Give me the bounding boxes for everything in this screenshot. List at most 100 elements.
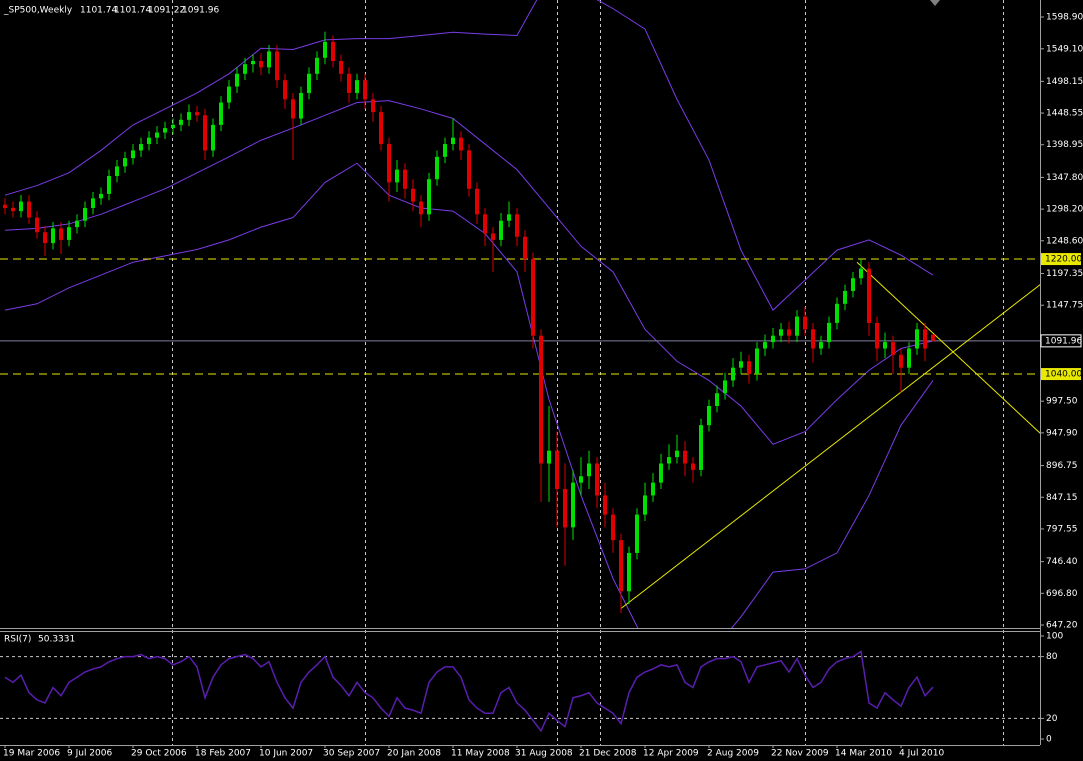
candle-body [11, 207, 15, 212]
candle-body [395, 169, 399, 183]
y-tick-label: 1398.95 [1046, 140, 1083, 150]
candle-body [483, 214, 487, 234]
candle-body [139, 144, 143, 151]
candle-body [163, 128, 167, 133]
candle-body [323, 41, 327, 58]
candle-body [83, 207, 87, 221]
candle-body [603, 495, 607, 515]
candle-body [699, 425, 703, 470]
candle-body [635, 514, 639, 553]
x-tick-label: 30 Sep 2007 [323, 749, 380, 759]
x-tick-label: 10 Jun 2007 [259, 749, 313, 759]
candle-body [587, 463, 591, 477]
x-tick-label: 19 Mar 2006 [3, 749, 60, 759]
candle-body [107, 176, 111, 194]
candle-body [739, 361, 743, 368]
y-tick-label: 1549.10 [1046, 44, 1083, 54]
candle-body [387, 144, 391, 183]
candle-body [275, 51, 279, 81]
candle-body [523, 236, 527, 260]
candle-body [427, 179, 431, 215]
candle-body [363, 80, 367, 100]
candle-body [915, 329, 919, 349]
candle-body [515, 214, 519, 237]
candle-body [771, 335, 775, 343]
candle-body [131, 150, 135, 159]
rsi-label: RSI(7) [4, 635, 31, 645]
rsi-pane [0, 650, 1040, 733]
header-value: 1091.96 [182, 6, 219, 16]
candle-body [595, 463, 599, 496]
rsi-tick-label: 0 [1046, 735, 1052, 745]
candle-body [843, 291, 847, 304]
candle-body [667, 457, 671, 464]
header-value: 1101.74 [80, 6, 117, 16]
candle-body [179, 119, 183, 125]
candle-body [923, 329, 927, 349]
x-tick-label: 14 Mar 2010 [835, 749, 892, 759]
candle-body [715, 393, 719, 406]
candle-body [435, 156, 439, 180]
rsi-last: 50.3331 [38, 635, 75, 645]
candle-body [235, 73, 239, 87]
x-tick-label: 2 Aug 2009 [707, 749, 759, 759]
x-tick-label: 12 Apr 2009 [643, 749, 699, 759]
candle-body [811, 329, 815, 349]
y-tick-label: 1197.35 [1046, 269, 1083, 279]
candle-body [659, 463, 663, 483]
y-tick-label: 947.90 [1046, 428, 1078, 438]
y-tick-label: 696.80 [1046, 589, 1078, 599]
level-label: 1040.00 [1045, 370, 1082, 380]
candle-body [627, 552, 631, 592]
x-tick-label: 11 May 2008 [451, 749, 510, 759]
candle-body [459, 137, 463, 151]
candle-body [931, 334, 935, 341]
candle-body [643, 495, 647, 515]
candle-body [539, 335, 543, 464]
candle-body [827, 322, 831, 343]
y-tick-label: 847.15 [1046, 493, 1078, 503]
candle-body [3, 204, 7, 208]
x-tick-label: 20 Jan 2008 [387, 749, 441, 759]
candle-body [571, 482, 575, 528]
candle-body [755, 348, 759, 375]
candle-body [299, 92, 303, 119]
candle-body [155, 132, 159, 138]
candle-body [579, 476, 583, 483]
level-label-box [1041, 368, 1081, 381]
candle-body [195, 112, 199, 116]
candle-body [499, 220, 503, 240]
band-upper [4, 0, 934, 311]
vertical-grid [172, 0, 1004, 745]
header-value: 1091.22 [148, 6, 185, 16]
y-tick-label: 1147.75 [1046, 301, 1083, 311]
candle-body [123, 158, 127, 167]
candle-body [691, 463, 695, 470]
candle-body [371, 99, 375, 113]
candle-body [619, 540, 623, 592]
rsi-tick-label: 20 [1046, 714, 1058, 724]
candle-body [355, 80, 359, 93]
candle-body [675, 450, 679, 458]
candle-body [859, 268, 863, 279]
candle-body [763, 342, 767, 349]
candle-body [531, 259, 535, 336]
candle-body [731, 367, 735, 381]
candle-body [555, 450, 559, 490]
y-tick-label: 1598.90 [1046, 12, 1083, 22]
candle-body [115, 166, 119, 177]
candle-body [19, 201, 23, 212]
candle-body [227, 86, 231, 103]
candle-body [907, 348, 911, 368]
chart-title: _SP500,Weekly [3, 6, 73, 16]
candle-body [851, 278, 855, 292]
candle-body [27, 201, 31, 218]
candle-body [411, 188, 415, 202]
rsi-line [4, 650, 934, 733]
candle-body [379, 112, 383, 145]
candle-body [899, 354, 903, 368]
x-tick-label: 18 Feb 2007 [195, 749, 251, 759]
band-middle [4, 100, 934, 445]
y-tick-label: 1448.55 [1046, 109, 1083, 119]
candle-body [339, 61, 343, 74]
